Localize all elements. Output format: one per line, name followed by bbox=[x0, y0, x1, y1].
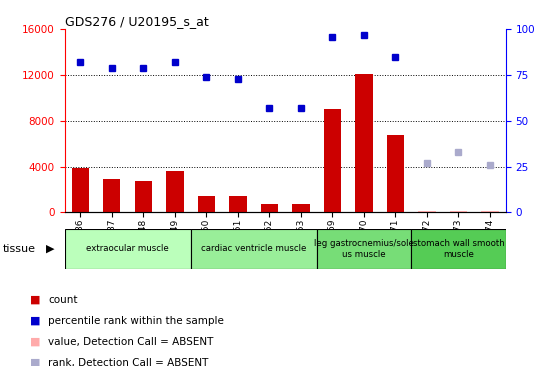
Bar bbox=[134, 182, 152, 212]
Text: ▶: ▶ bbox=[46, 244, 54, 254]
Bar bbox=[166, 171, 183, 212]
Text: cardiac ventricle muscle: cardiac ventricle muscle bbox=[201, 244, 306, 253]
Bar bbox=[411, 229, 506, 269]
Bar bbox=[482, 211, 499, 212]
Text: value, Detection Call = ABSENT: value, Detection Call = ABSENT bbox=[48, 337, 214, 347]
Bar bbox=[355, 74, 373, 212]
Text: ■: ■ bbox=[30, 358, 40, 366]
Text: count: count bbox=[48, 295, 78, 305]
Bar bbox=[450, 211, 467, 212]
Bar bbox=[292, 204, 309, 212]
Text: ■: ■ bbox=[30, 295, 40, 305]
Text: stomach wall smooth
muscle: stomach wall smooth muscle bbox=[413, 239, 504, 259]
Bar bbox=[65, 229, 190, 269]
Bar bbox=[197, 196, 215, 212]
Bar bbox=[261, 204, 278, 212]
Bar bbox=[387, 134, 404, 212]
Bar bbox=[229, 196, 246, 212]
Bar bbox=[317, 229, 411, 269]
Text: percentile rank within the sample: percentile rank within the sample bbox=[48, 316, 224, 326]
Text: ■: ■ bbox=[30, 337, 40, 347]
Text: rank, Detection Call = ABSENT: rank, Detection Call = ABSENT bbox=[48, 358, 209, 366]
Bar bbox=[72, 168, 89, 212]
Text: ■: ■ bbox=[30, 316, 40, 326]
Bar bbox=[103, 179, 121, 212]
Text: leg gastrocnemius/sole
us muscle: leg gastrocnemius/sole us muscle bbox=[314, 239, 414, 259]
Text: GDS276 / U20195_s_at: GDS276 / U20195_s_at bbox=[65, 15, 208, 28]
Text: tissue: tissue bbox=[3, 244, 36, 254]
Bar bbox=[418, 211, 436, 212]
Text: extraocular muscle: extraocular muscle bbox=[86, 244, 169, 253]
Bar bbox=[190, 229, 317, 269]
Bar bbox=[324, 109, 341, 212]
